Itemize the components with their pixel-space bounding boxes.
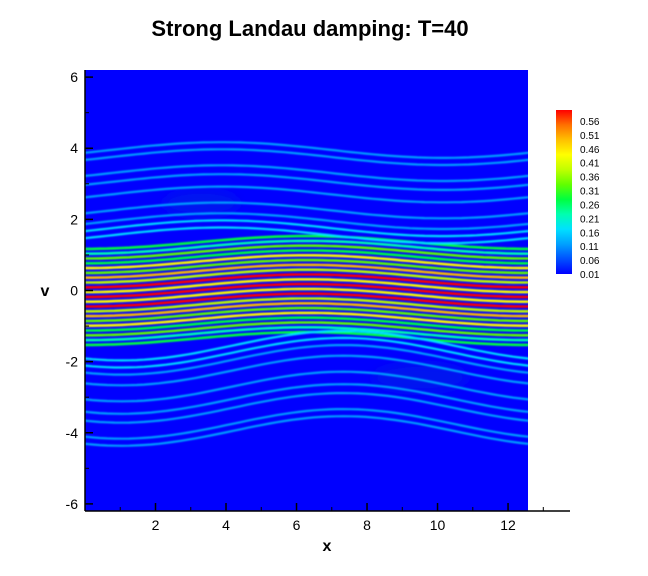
chart-title: Strong Landau damping: T=40 xyxy=(151,16,468,41)
x-tick-label: 2 xyxy=(152,517,160,533)
filament-band xyxy=(85,239,528,255)
filament-band xyxy=(85,148,528,167)
filament-layer xyxy=(85,141,528,447)
filament-band xyxy=(85,408,528,440)
filament-band xyxy=(85,234,528,251)
colorbar-label: 0.16 xyxy=(580,228,600,239)
filament-band xyxy=(85,392,528,424)
filament-band xyxy=(85,370,528,403)
colorbar-label: 0.51 xyxy=(580,131,600,142)
filament-band xyxy=(85,302,528,318)
x-tick-label: 4 xyxy=(222,517,230,533)
colorbar-label: 0.56 xyxy=(580,117,600,128)
filament-band xyxy=(85,226,528,245)
colorbar-label: 0.21 xyxy=(580,214,600,225)
filament-band xyxy=(85,336,528,369)
filament-band xyxy=(85,282,528,299)
filament-band xyxy=(85,263,528,279)
x-ticks: 2 4 6 8 10 12 xyxy=(119,503,544,533)
filament-band xyxy=(85,292,528,308)
x-axis-label: x xyxy=(323,538,332,555)
filament-band xyxy=(85,287,528,303)
colorbar-label: 0.41 xyxy=(580,159,600,170)
filament-band xyxy=(85,173,528,191)
filament-band xyxy=(85,383,528,415)
filament-band xyxy=(85,212,528,231)
colorbar-label: 0.31 xyxy=(580,187,600,198)
x-tick-label: 8 xyxy=(363,517,371,533)
filament-band xyxy=(85,415,528,447)
colorbar-label: 0.46 xyxy=(580,145,600,156)
colorbar-labels: 0.56 0.51 0.46 0.41 0.36 0.31 0.26 0.21 0.16 0.11… xyxy=(580,117,600,281)
filament-band xyxy=(85,316,528,332)
colorbar-gradient xyxy=(556,110,572,274)
y-tick-label: 2 xyxy=(70,211,78,227)
x-tick-label: 6 xyxy=(293,517,301,533)
filament-band xyxy=(85,278,528,294)
plot-area xyxy=(85,70,528,511)
y-tick-label: 0 xyxy=(70,283,78,299)
filament-band xyxy=(85,219,528,238)
filament-band xyxy=(85,354,528,387)
x-tick-label: 12 xyxy=(500,517,516,533)
axes: 2 4 6 8 10 12 -6 -4 -2 0 2 4 6 xyxy=(66,69,570,533)
filament-band xyxy=(85,329,528,362)
y-tick-label: -2 xyxy=(66,354,79,370)
colorbar-label: 0.36 xyxy=(580,173,600,184)
filament-band xyxy=(85,268,528,284)
y-tick-label: 4 xyxy=(70,140,78,156)
filament-band xyxy=(85,164,528,183)
colorbar-label: 0.06 xyxy=(580,256,600,267)
colorbar-label: 0.11 xyxy=(580,242,599,253)
colorbar: 0.56 0.51 0.46 0.41 0.36 0.31 0.26 0.21 0.16 0.11… xyxy=(556,110,600,281)
filament-band xyxy=(85,297,528,313)
y-tick-label: -4 xyxy=(66,425,79,441)
filament-band xyxy=(85,273,528,289)
filament-band xyxy=(85,258,528,275)
filament-band xyxy=(85,141,528,159)
colorbar-label: 0.26 xyxy=(580,200,600,211)
filament-band xyxy=(85,254,528,270)
y-tick-label: -6 xyxy=(66,496,79,512)
y-axis-label: v xyxy=(41,283,50,300)
filament-band xyxy=(85,326,528,342)
filament-band xyxy=(85,311,528,327)
y-tick-label: 6 xyxy=(70,69,78,85)
filament-band xyxy=(85,249,528,265)
colorbar-label: 0.01 xyxy=(580,270,600,281)
y-ticks: -6 -4 -2 0 2 4 6 xyxy=(66,69,93,512)
filament-band xyxy=(85,185,528,204)
filament-band xyxy=(85,306,528,323)
filament-band xyxy=(85,244,528,260)
filament-band xyxy=(85,321,528,337)
x-tick-label: 10 xyxy=(430,517,446,533)
filament-band xyxy=(85,344,528,376)
filament-band xyxy=(85,201,528,220)
